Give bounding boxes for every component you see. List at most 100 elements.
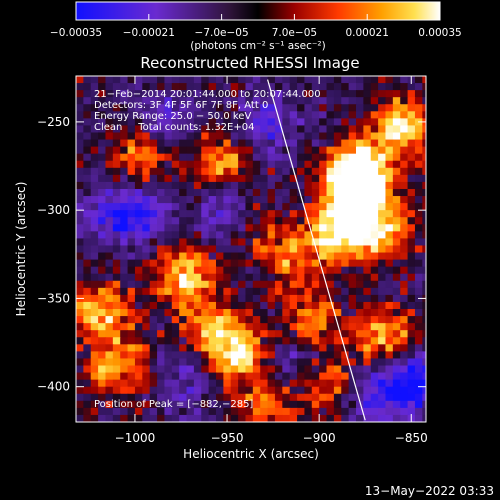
- heatmap-cell: [274, 76, 283, 84]
- heatmap-cell: [363, 414, 372, 422]
- heatmap-cell: [400, 400, 409, 409]
- heatmap-cell: [304, 266, 313, 275]
- heatmap-cell: [223, 153, 232, 162]
- heatmap-cell: [267, 153, 276, 162]
- heatmap-cell: [422, 309, 426, 317]
- heatmap-cell: [267, 167, 276, 176]
- heatmap-cell: [260, 217, 269, 225]
- heatmap-cell: [201, 217, 210, 225]
- heatmap-cell: [238, 90, 247, 98]
- heatmap-cell: [90, 386, 99, 395]
- heatmap-cell: [127, 217, 136, 225]
- heatmap-cell: [98, 224, 107, 232]
- heatmap-cell: [76, 393, 84, 402]
- heatmap-cell: [392, 407, 401, 416]
- heatmap-cell: [267, 196, 276, 204]
- heatmap-cell: [252, 358, 261, 367]
- heatmap-cell: [260, 337, 269, 345]
- heatmap-cell: [216, 393, 224, 402]
- heatmap-cell: [164, 323, 173, 331]
- heatmap-cell: [216, 372, 224, 381]
- heatmap-cell: [333, 407, 342, 416]
- heatmap-cell: [333, 132, 342, 141]
- heatmap-cell: [105, 125, 114, 134]
- heatmap-cell: [112, 196, 121, 204]
- heatmap-cell: [120, 167, 129, 176]
- heatmap-cell: [341, 344, 350, 352]
- heatmap-cell: [392, 358, 401, 367]
- heatmap-cell: [127, 309, 136, 317]
- heatmap-cell: [90, 203, 99, 211]
- heatmap-cell: [83, 294, 92, 303]
- heatmap-cell: [164, 351, 173, 360]
- heatmap-cell: [422, 301, 426, 310]
- heatmap-cell: [392, 330, 401, 338]
- heatmap-cell: [378, 196, 387, 204]
- heatmap-cell: [385, 266, 394, 275]
- heatmap-cell: [157, 139, 166, 148]
- heatmap-cell: [83, 309, 92, 317]
- heatmap-cell: [134, 231, 143, 240]
- heatmap-cell: [311, 125, 320, 134]
- heatmap-cell: [385, 259, 394, 268]
- heatmap-cell: [157, 330, 166, 338]
- heatmap-cell: [208, 196, 217, 204]
- heatmap-cell: [238, 167, 247, 176]
- heatmap-cell: [208, 358, 217, 367]
- heatmap-cell: [341, 259, 350, 268]
- heatmap-cell: [216, 104, 224, 112]
- heatmap-cell: [179, 118, 188, 127]
- heatmap-cell: [341, 287, 350, 296]
- heatmap-cell: [149, 76, 158, 84]
- heatmap-cell: [208, 393, 217, 402]
- heatmap-cell: [311, 111, 320, 119]
- heatmap-cell: [341, 386, 350, 395]
- heatmap-cell: [208, 280, 217, 289]
- heatmap-cell: [112, 104, 121, 112]
- heatmap-cell: [422, 400, 426, 409]
- heatmap-cell: [289, 188, 298, 197]
- heatmap-cell: [127, 167, 136, 176]
- heatmap-cell: [297, 238, 306, 247]
- heatmap-cell: [149, 351, 158, 360]
- heatmap-cell: [356, 358, 364, 367]
- heatmap-cell: [363, 104, 372, 112]
- heatmap-cell: [400, 316, 409, 324]
- heatmap-cell: [356, 238, 364, 247]
- heatmap-cell: [208, 400, 217, 409]
- heatmap-cell: [319, 217, 328, 225]
- heatmap-cell: [193, 83, 202, 91]
- heatmap-cell: [319, 337, 328, 345]
- heatmap-cell: [76, 153, 84, 162]
- heatmap-cell: [98, 139, 107, 148]
- heatmap-cell: [171, 224, 180, 232]
- heatmap-cell: [83, 407, 92, 416]
- heatmap-cell: [356, 224, 364, 232]
- heatmap-cell: [238, 104, 247, 112]
- heatmap-cell: [90, 301, 99, 310]
- heatmap-cell: [282, 153, 291, 162]
- heatmap-cell: [319, 393, 328, 402]
- heatmap-cell: [407, 337, 416, 345]
- heatmap-cell: [252, 365, 261, 374]
- heatmap-cell: [98, 280, 107, 289]
- heatmap-cell: [363, 386, 372, 395]
- heatmap-cell: [193, 379, 202, 388]
- heatmap-cell: [304, 400, 313, 409]
- heatmap-cell: [134, 245, 143, 254]
- heatmap-cell: [370, 90, 379, 98]
- heatmap-cell: [90, 111, 99, 119]
- heatmap-cell: [120, 217, 129, 225]
- heatmap-cell: [201, 83, 210, 91]
- heatmap-cell: [90, 365, 99, 374]
- heatmap-cell: [289, 351, 298, 360]
- heatmap-cell: [370, 196, 379, 204]
- heatmap-cell: [76, 146, 84, 155]
- heatmap-cell: [422, 238, 426, 247]
- heatmap-cell: [201, 90, 210, 98]
- heatmap-cell: [134, 188, 143, 197]
- heatmap-cell: [370, 273, 379, 282]
- heatmap-cell: [422, 266, 426, 275]
- heatmap-cell: [157, 111, 166, 119]
- heatmap-cell: [201, 146, 210, 155]
